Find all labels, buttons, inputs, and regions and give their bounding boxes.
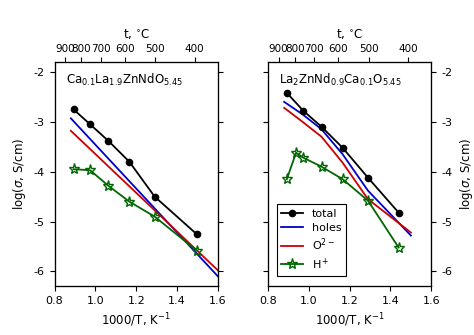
- X-axis label: 1000/T, K$^{-1}$: 1000/T, K$^{-1}$: [315, 312, 384, 329]
- Y-axis label: log($\sigma$, S/cm): log($\sigma$, S/cm): [458, 138, 474, 210]
- X-axis label: t, $^{\circ}$C: t, $^{\circ}$C: [123, 28, 150, 42]
- Legend: total, holes, O$^{2-}$, H$^+$: total, holes, O$^{2-}$, H$^+$: [277, 204, 346, 276]
- X-axis label: 1000/T, K$^{-1}$: 1000/T, K$^{-1}$: [101, 312, 171, 329]
- Text: Ca$_{0.1}$La$_{1.9}$ZnNdO$_{5.45}$: Ca$_{0.1}$La$_{1.9}$ZnNdO$_{5.45}$: [66, 72, 183, 88]
- Y-axis label: log($\sigma$, S/cm): log($\sigma$, S/cm): [11, 138, 28, 210]
- Text: La$_2$ZnNd$_{0.9}$Ca$_{0.1}$O$_{5.45}$: La$_2$ZnNd$_{0.9}$Ca$_{0.1}$O$_{5.45}$: [279, 72, 402, 88]
- X-axis label: t, $^{\circ}$C: t, $^{\circ}$C: [336, 28, 363, 42]
